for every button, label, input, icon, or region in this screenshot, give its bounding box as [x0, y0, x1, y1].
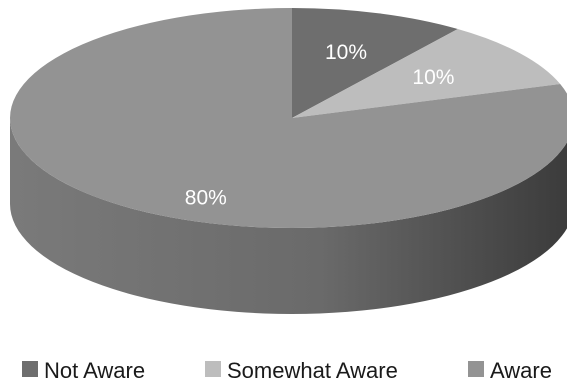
legend-swatch-aware — [468, 361, 484, 377]
pie-side-walls — [10, 118, 567, 314]
pie-data-labels: 10% 10% 80% — [185, 41, 455, 209]
legend: Not Aware Somewhat Aware Aware — [22, 358, 552, 383]
legend-item-not-aware: Not Aware — [22, 358, 145, 383]
data-label-aware: 80% — [185, 186, 227, 209]
legend-label-not-aware: Not Aware — [44, 358, 145, 383]
legend-label-somewhat-aware: Somewhat Aware — [227, 358, 398, 383]
legend-swatch-not-aware — [22, 361, 38, 377]
pie-slice-not-aware — [292, 8, 458, 118]
legend-item-aware: Aware — [468, 358, 552, 383]
legend-item-somewhat-aware: Somewhat Aware — [205, 358, 398, 383]
pie-slice-somewhat-aware — [292, 29, 561, 118]
data-label-not-aware: 10% — [325, 41, 367, 64]
legend-swatch-somewhat-aware — [205, 361, 221, 377]
pie-slice-aware — [10, 8, 567, 228]
pie-side-wall — [10, 118, 567, 314]
pie-slices — [10, 8, 567, 228]
legend-label-aware: Aware — [490, 358, 552, 383]
data-label-somewhat-aware: 10% — [412, 66, 454, 89]
